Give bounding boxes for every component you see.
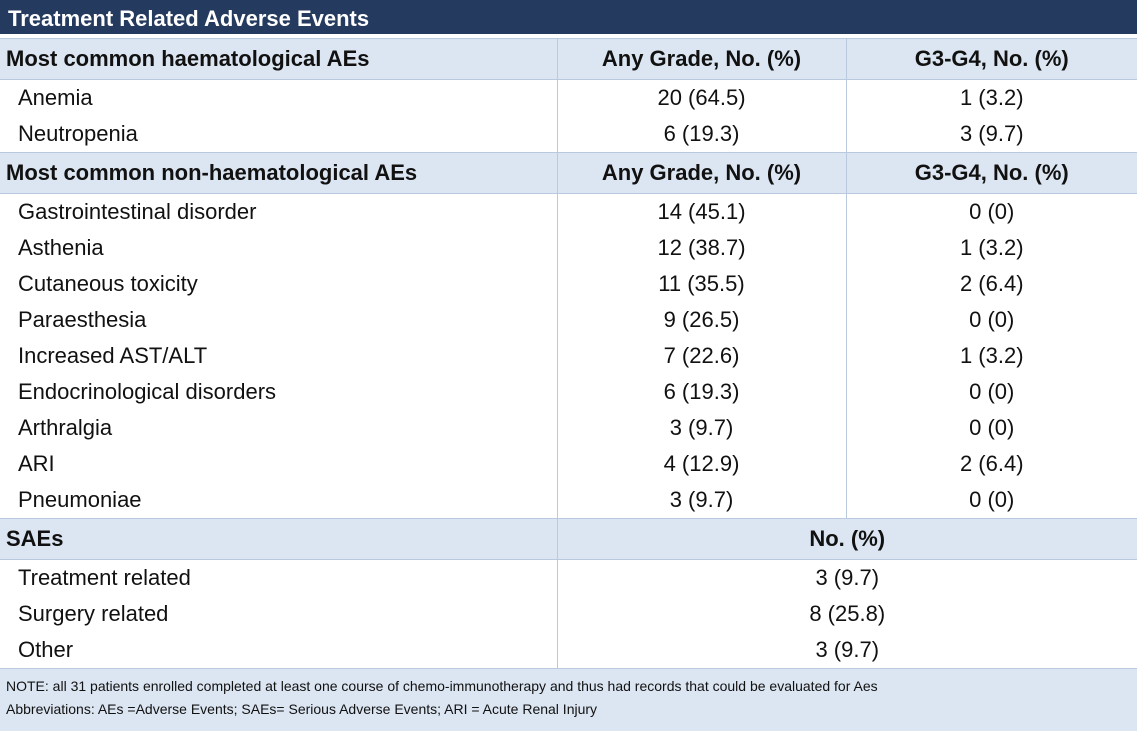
table-row: Asthenia 12 (38.7) 1 (3.2) (0, 230, 1137, 266)
g3-g4-value: 0 (0) (845, 410, 1137, 446)
abbreviations-line: Abbreviations: AEs =Adverse Events; SAEs… (6, 701, 598, 717)
any-grade-value: 6 (19.3) (556, 374, 846, 410)
ae-name: Anemia (18, 85, 93, 110)
ae-name: Endocrinological disorders (18, 379, 277, 404)
table-row: Paraesthesia 9 (26.5) 0 (0) (0, 302, 1137, 338)
header-label: Most common non-haematological AEs (0, 152, 557, 194)
header-label: SAEs (0, 518, 557, 560)
any-grade-value: 3 (9.7) (556, 410, 846, 446)
table-row: Increased AST/ALT 7 (22.6) 1 (3.2) (0, 338, 1137, 374)
table-row: Cutaneous toxicity 11 (35.5) 2 (6.4) (0, 266, 1137, 302)
g3-g4-value: 2 (6.4) (845, 446, 1137, 482)
sae-name: Other (18, 637, 74, 662)
section-header-saes: SAEs No. (%) (0, 518, 1137, 560)
g3-g4-value: 0 (0) (845, 374, 1137, 410)
g3-g4-value: 0 (0) (845, 302, 1137, 338)
any-grade-value: 11 (35.5) (556, 266, 846, 302)
note-line: NOTE: all 31 patients enrolled completed… (6, 678, 878, 694)
table-row: Treatment related 3 (9.7) (0, 559, 1137, 596)
ae-name: Pneumoniae (18, 487, 142, 512)
ae-name: Arthralgia (18, 415, 113, 440)
any-grade-value: 7 (22.6) (556, 338, 846, 374)
g3-g4-value: 3 (9.7) (845, 116, 1137, 153)
g3-g4-value: 1 (3.2) (845, 338, 1137, 374)
g3-g4-value: 1 (3.2) (845, 230, 1137, 266)
g3-g4-value: 1 (3.2) (845, 79, 1137, 116)
sae-name: Surgery related (18, 601, 169, 626)
ae-name: Gastrointestinal disorder (18, 199, 257, 224)
table-row: ARI 4 (12.9) 2 (6.4) (0, 446, 1137, 482)
table-row: Pneumoniae 3 (9.7) 0 (0) (0, 482, 1137, 519)
ae-name: Neutropenia (18, 121, 138, 146)
table-title: Treatment Related Adverse Events (0, 0, 1137, 38)
table-row: Other 3 (9.7) (0, 632, 1137, 668)
sae-value: 3 (9.7) (556, 632, 1137, 668)
ae-name: Paraesthesia (18, 307, 147, 332)
any-grade-value: 4 (12.9) (556, 446, 846, 482)
ae-name: ARI (18, 451, 55, 476)
table-row: Surgery related 8 (25.8) (0, 596, 1137, 632)
ae-name: Cutaneous toxicity (18, 271, 198, 296)
header-any-grade: Any Grade, No. (%) (556, 152, 846, 194)
any-grade-value: 9 (26.5) (556, 302, 846, 338)
g3-g4-value: 0 (0) (845, 193, 1137, 230)
any-grade-value: 14 (45.1) (556, 193, 846, 230)
g3-g4-value: 2 (6.4) (845, 266, 1137, 302)
sae-value: 8 (25.8) (556, 596, 1137, 632)
sae-name: Treatment related (18, 565, 191, 590)
table-row: Gastrointestinal disorder 14 (45.1) 0 (0… (0, 193, 1137, 230)
header-g3-g4: G3-G4, No. (%) (845, 38, 1137, 80)
section-header-haematological: Most common haematological AEs Any Grade… (0, 38, 1137, 80)
table-row: Arthralgia 3 (9.7) 0 (0) (0, 410, 1137, 446)
table-row: Neutropenia 6 (19.3) 3 (9.7) (0, 116, 1137, 153)
ae-name: Asthenia (18, 235, 104, 260)
section-header-non-haematological: Most common non-haematological AEs Any G… (0, 152, 1137, 194)
ae-name: Increased AST/ALT (18, 343, 208, 368)
header-any-grade: Any Grade, No. (%) (556, 38, 846, 80)
table-footnote: NOTE: all 31 patients enrolled completed… (0, 668, 1137, 731)
table-row: Anemia 20 (64.5) 1 (3.2) (0, 79, 1137, 116)
sae-value: 3 (9.7) (556, 559, 1137, 596)
header-label: Most common haematological AEs (0, 38, 557, 80)
header-g3-g4: G3-G4, No. (%) (845, 152, 1137, 194)
g3-g4-value: 0 (0) (845, 482, 1137, 519)
any-grade-value: 20 (64.5) (556, 79, 846, 116)
any-grade-value: 6 (19.3) (556, 116, 846, 153)
adverse-events-table: Most common haematological AEs Any Grade… (0, 38, 1137, 668)
table-row: Endocrinological disorders 6 (19.3) 0 (0… (0, 374, 1137, 410)
any-grade-value: 12 (38.7) (556, 230, 846, 266)
header-no-percent: No. (%) (556, 518, 1137, 560)
any-grade-value: 3 (9.7) (556, 482, 846, 519)
